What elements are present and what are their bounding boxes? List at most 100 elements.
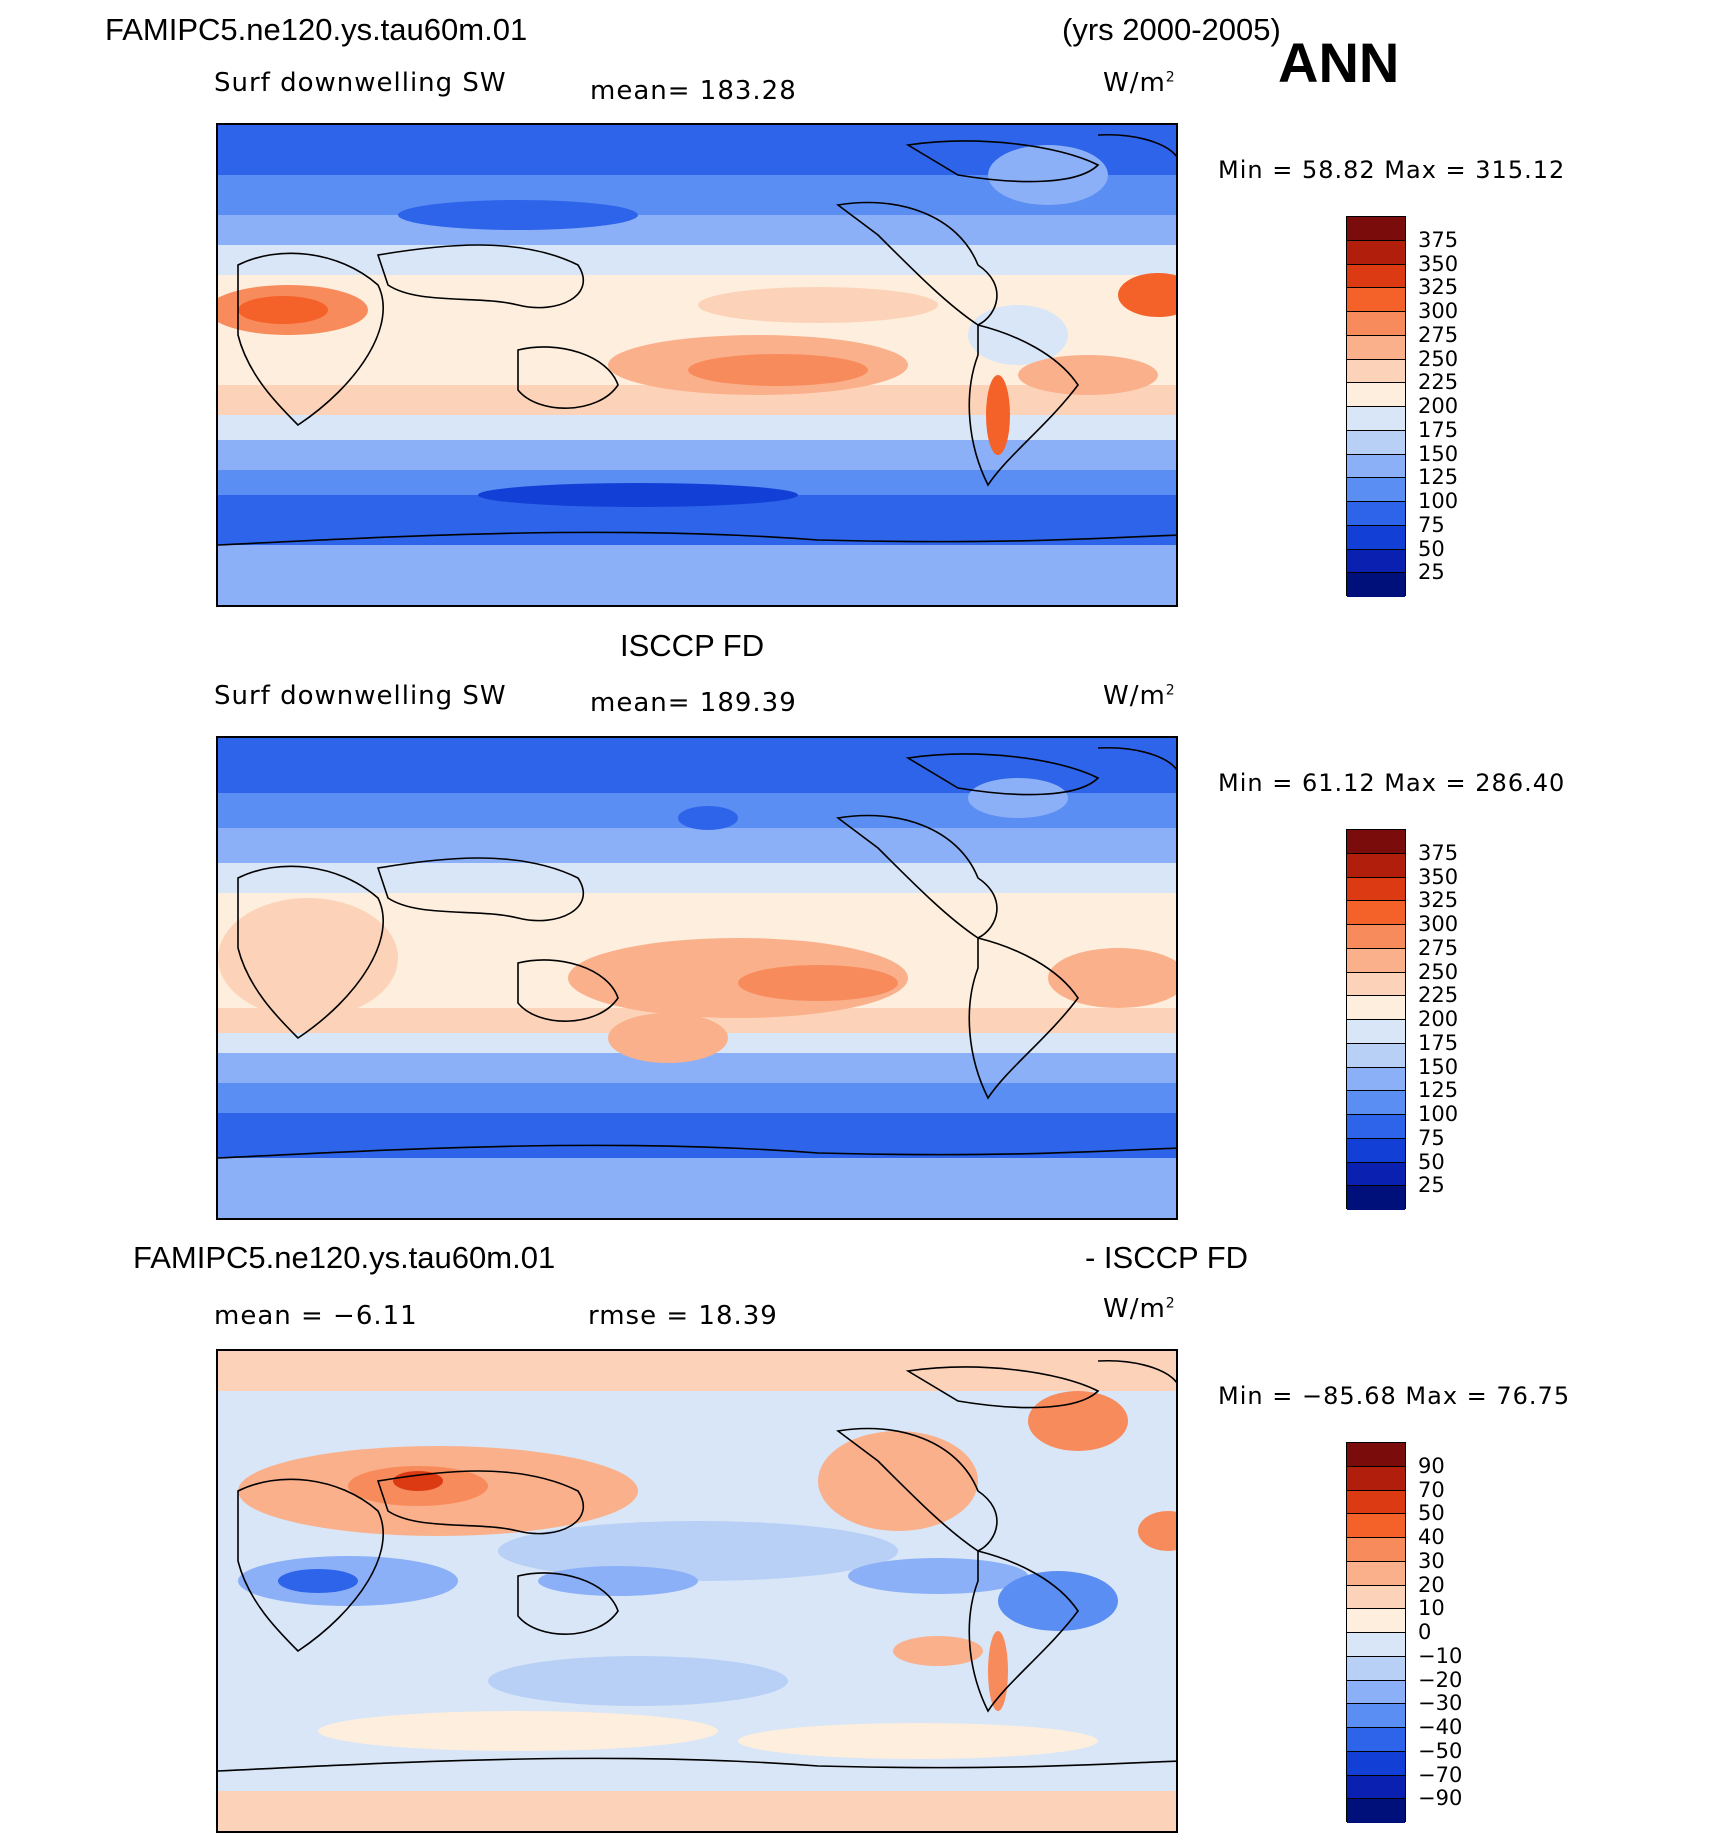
- colorbar-label: 375: [1418, 227, 1459, 252]
- colorbar-swatch: [1347, 1704, 1405, 1728]
- colorbar-swatch: [1347, 573, 1405, 597]
- colorbar-swatch: [1347, 1680, 1405, 1705]
- colorbar-swatch: [1347, 264, 1405, 289]
- colorbar-swatch: [1347, 853, 1405, 878]
- colorbar-swatch: [1347, 407, 1405, 431]
- colorbar-label: 150: [1418, 1054, 1459, 1079]
- season-label: ANN: [1278, 31, 1400, 94]
- panel3-map: [216, 1349, 1178, 1833]
- panel2-field-label: Surf downwelling SW: [214, 681, 507, 711]
- colorbar-label: −70: [1418, 1762, 1463, 1787]
- colorbar-swatch: [1347, 1186, 1405, 1210]
- colorbar-swatch: [1347, 288, 1405, 312]
- colorbar-swatch: [1347, 1514, 1405, 1538]
- colorbar-label: −90: [1418, 1786, 1463, 1811]
- colorbar-swatch: [1347, 1466, 1405, 1491]
- colorbar-swatch: [1347, 478, 1405, 502]
- colorbar-swatch: [1347, 948, 1405, 973]
- colorbar-label: 25: [1418, 1173, 1445, 1198]
- colorbar-label: 325: [1418, 275, 1459, 300]
- panel2-min-max: Min = 61.12 Max = 286.40: [1218, 769, 1566, 797]
- colorbar-swatch: [1347, 1490, 1405, 1515]
- panel3-mean: mean = −6.11: [214, 1301, 418, 1331]
- colorbar-label: 20: [1418, 1572, 1445, 1597]
- colorbar-label: 90: [1418, 1453, 1445, 1478]
- colorbar-swatch: [1347, 240, 1405, 265]
- colorbar-label: 125: [1418, 1078, 1459, 1103]
- years-label: (yrs 2000-2005): [1062, 12, 1281, 47]
- colorbar-label: 25: [1418, 560, 1445, 585]
- panel3-title-left: FAMIPC5.ne120.ys.tau60m.01: [133, 1240, 556, 1275]
- colorbar-label: 70: [1418, 1477, 1445, 1502]
- colorbar-label: 125: [1418, 465, 1459, 490]
- colorbar-label: 75: [1418, 512, 1445, 537]
- colorbar-label: 250: [1418, 959, 1459, 984]
- colorbar-label: 350: [1418, 251, 1459, 276]
- panel1-min-max: Min = 58.82 Max = 315.12: [1218, 156, 1566, 184]
- colorbar-swatch: [1347, 1751, 1405, 1776]
- colorbar-label: 325: [1418, 888, 1459, 913]
- colorbar-label: 250: [1418, 346, 1459, 371]
- colorbar-swatch: [1347, 1020, 1405, 1044]
- colorbar-label: 10: [1418, 1596, 1445, 1621]
- panel2-map-svg: [218, 738, 1176, 1218]
- colorbar-swatch: [1347, 525, 1405, 550]
- colorbar-label: 200: [1418, 1007, 1459, 1031]
- colorbar-label: 50: [1418, 536, 1445, 561]
- colorbar-swatch: [1347, 1561, 1405, 1586]
- colorbar-swatch: [1347, 502, 1405, 526]
- colorbar-swatch: [1347, 1115, 1405, 1139]
- colorbar-label: 50: [1418, 1149, 1445, 1174]
- colorbar-label: 150: [1418, 441, 1459, 466]
- colorbar-swatch: [1347, 830, 1405, 854]
- colorbar-label: 0: [1418, 1620, 1432, 1644]
- colorbar-swatch: [1347, 1091, 1405, 1115]
- colorbar-swatch: [1347, 454, 1405, 479]
- panel3-rmse: rmse = 18.39: [588, 1301, 778, 1331]
- colorbar-label: 75: [1418, 1125, 1445, 1150]
- panel2-mean: mean= 189.39: [590, 688, 797, 718]
- colorbar-label: 225: [1418, 370, 1459, 395]
- colorbar-swatch: [1347, 1609, 1405, 1633]
- colorbar-swatch: [1347, 901, 1405, 925]
- panel1-map: [216, 123, 1178, 607]
- panel1-field-label: Surf downwelling SW: [214, 68, 507, 98]
- colorbar-label: 175: [1418, 417, 1459, 442]
- panel2-units: W/m2: [1103, 681, 1176, 711]
- panel2-title: ISCCP FD: [620, 628, 765, 663]
- colorbar-swatch: [1347, 312, 1405, 336]
- panel2-map: [216, 736, 1178, 1220]
- colorbar-swatch: [1347, 335, 1405, 360]
- colorbar-swatch: [1347, 1067, 1405, 1092]
- colorbar-swatch: [1347, 549, 1405, 574]
- panel3-map-svg: [218, 1351, 1176, 1831]
- colorbar-label: 40: [1418, 1525, 1445, 1549]
- colorbar-swatch: [1347, 877, 1405, 902]
- case-title: FAMIPC5.ne120.ys.tau60m.01: [105, 12, 528, 47]
- colorbar-label: 200: [1418, 394, 1459, 418]
- panel3-colorbar: [1346, 1442, 1406, 1823]
- colorbar-swatch: [1347, 1443, 1405, 1467]
- colorbar-label: 300: [1418, 299, 1459, 323]
- colorbar-label: 30: [1418, 1548, 1445, 1573]
- panel3-min-max: Min = −85.68 Max = 76.75: [1218, 1382, 1571, 1410]
- colorbar-swatch: [1347, 1656, 1405, 1681]
- colorbar-swatch: [1347, 1728, 1405, 1752]
- colorbar-swatch: [1347, 430, 1405, 455]
- colorbar-swatch: [1347, 1585, 1405, 1610]
- colorbar-label: −40: [1418, 1715, 1463, 1739]
- colorbar-label: −20: [1418, 1667, 1463, 1692]
- colorbar-label: 375: [1418, 840, 1459, 865]
- panel2-colorbar: [1346, 829, 1406, 1210]
- panel1-units: W/m2: [1103, 68, 1176, 98]
- colorbar-swatch: [1347, 1538, 1405, 1562]
- colorbar-swatch: [1347, 925, 1405, 949]
- colorbar-label: −30: [1418, 1691, 1463, 1716]
- colorbar-swatch: [1347, 1043, 1405, 1068]
- colorbar-label: −10: [1418, 1643, 1463, 1668]
- colorbar-swatch: [1347, 972, 1405, 997]
- colorbar-label: 300: [1418, 912, 1459, 936]
- colorbar-swatch: [1347, 1799, 1405, 1823]
- panel1-mean: mean= 183.28: [590, 76, 797, 106]
- panel3-title-right: - ISCCP FD: [1085, 1240, 1249, 1275]
